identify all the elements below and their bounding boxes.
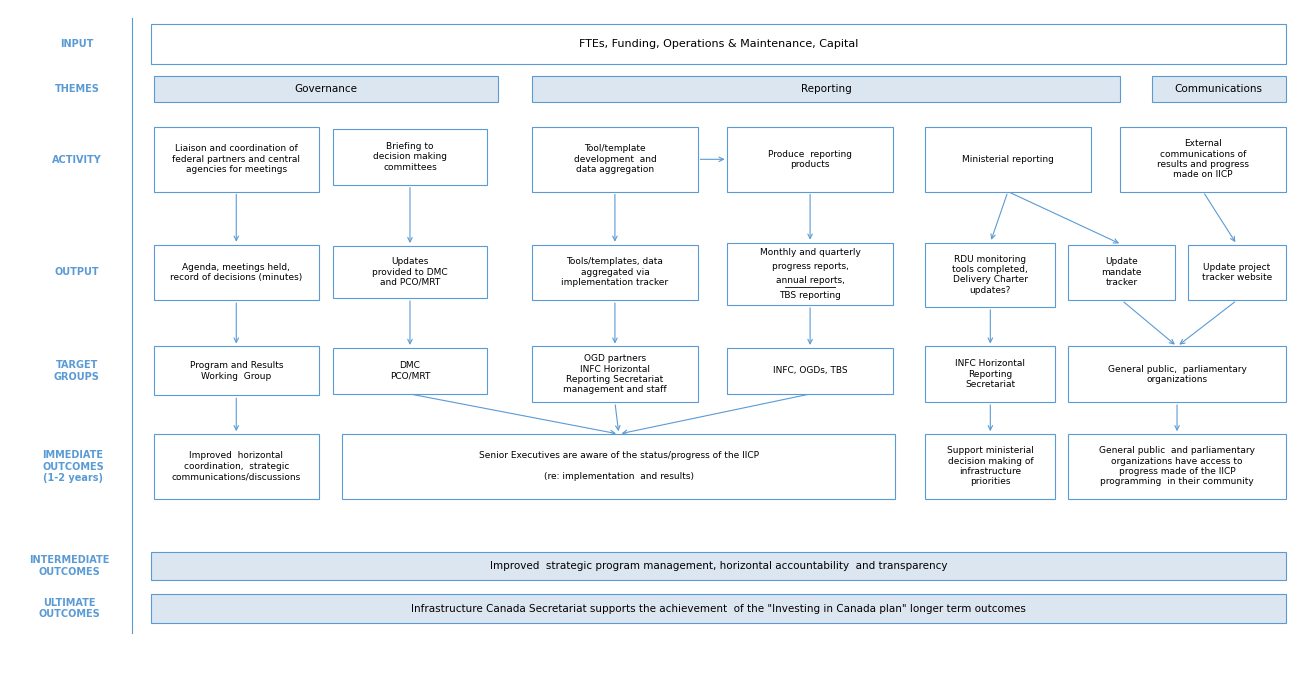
- Text: Improved  strategic program management, horizontal accountability  and transpare: Improved strategic program management, h…: [489, 561, 947, 571]
- Text: INTERMEDIATE
OUTCOMES: INTERMEDIATE OUTCOMES: [29, 555, 110, 576]
- Text: THEMES: THEMES: [55, 84, 99, 94]
- Text: Governance: Governance: [295, 84, 357, 94]
- FancyBboxPatch shape: [532, 346, 698, 402]
- Text: Updates
provided to DMC
and PCO/MRT: Updates provided to DMC and PCO/MRT: [372, 257, 447, 287]
- FancyBboxPatch shape: [154, 76, 498, 102]
- Text: FTEs, Funding, Operations & Maintenance, Capital: FTEs, Funding, Operations & Maintenance,…: [579, 39, 858, 49]
- Text: Update
mandate
tracker: Update mandate tracker: [1102, 258, 1142, 287]
- Text: Produce  reporting
products: Produce reporting products: [768, 149, 852, 169]
- Text: Communications: Communications: [1175, 84, 1262, 94]
- FancyBboxPatch shape: [926, 434, 1055, 499]
- FancyBboxPatch shape: [334, 129, 486, 185]
- FancyBboxPatch shape: [926, 243, 1055, 307]
- Text: ACTIVITY: ACTIVITY: [52, 155, 102, 164]
- Text: TARGET
GROUPS: TARGET GROUPS: [53, 360, 100, 382]
- Text: ULTIMATE
OUTCOMES: ULTIMATE OUTCOMES: [38, 598, 100, 619]
- FancyBboxPatch shape: [1068, 346, 1286, 402]
- Text: Program and Results
Working  Group: Program and Results Working Group: [189, 361, 283, 381]
- Text: RDU monitoring
tools completed,
Delivery Charter
updates?: RDU monitoring tools completed, Delivery…: [952, 254, 1028, 295]
- Text: General public,  parliamentary
organizations: General public, parliamentary organizati…: [1107, 365, 1247, 384]
- FancyBboxPatch shape: [343, 434, 896, 499]
- FancyBboxPatch shape: [926, 127, 1090, 192]
- FancyBboxPatch shape: [154, 245, 319, 300]
- Text: Liaison and coordination of
federal partners and central
agencies for meetings: Liaison and coordination of federal part…: [172, 145, 300, 174]
- FancyBboxPatch shape: [728, 127, 893, 192]
- Text: INFC Horizontal
Reporting
Secretariat: INFC Horizontal Reporting Secretariat: [956, 359, 1025, 389]
- Text: progress reports,: progress reports,: [772, 262, 849, 271]
- Text: IMMEDIATE
OUTCOMES
(1-2 years): IMMEDIATE OUTCOMES (1-2 years): [42, 450, 104, 484]
- Text: Tools/templates, data
aggregated via
implementation tracker: Tools/templates, data aggregated via imp…: [561, 258, 669, 287]
- Text: OGD partners
INFC Horizontal
Reporting Secretariat
management and staff: OGD partners INFC Horizontal Reporting S…: [563, 354, 666, 394]
- Text: Update project
tracker website: Update project tracker website: [1202, 263, 1271, 282]
- FancyBboxPatch shape: [1120, 127, 1286, 192]
- Text: Infrastructure Canada Secretariat supports the achievement  of the "Investing in: Infrastructure Canada Secretariat suppor…: [411, 604, 1026, 614]
- FancyBboxPatch shape: [532, 245, 698, 300]
- FancyBboxPatch shape: [151, 25, 1286, 64]
- Text: INPUT: INPUT: [60, 39, 94, 49]
- Text: Agenda, meetings held,
record of decisions (minutes): Agenda, meetings held, record of decisio…: [170, 263, 303, 282]
- FancyBboxPatch shape: [1151, 76, 1286, 102]
- Text: Senior Executives are aware of the status/progress of the IICP

(re: implementat: Senior Executives are aware of the statu…: [479, 451, 759, 481]
- FancyBboxPatch shape: [154, 346, 319, 396]
- FancyBboxPatch shape: [151, 594, 1286, 623]
- Text: Monthly and quarterly: Monthly and quarterly: [760, 248, 861, 257]
- Text: annual reports,: annual reports,: [776, 276, 845, 285]
- Text: Support ministerial
decision making of
infrastructure
priorities: Support ministerial decision making of i…: [947, 446, 1034, 486]
- Text: Reporting: Reporting: [801, 84, 852, 94]
- Text: General public  and parliamentary
organizations have access to
progress made of : General public and parliamentary organiz…: [1099, 446, 1254, 486]
- FancyBboxPatch shape: [334, 348, 486, 394]
- Text: Improved  horizontal
coordination,  strategic
communications/discussions: Improved horizontal coordination, strate…: [172, 451, 301, 481]
- FancyBboxPatch shape: [154, 434, 319, 499]
- FancyBboxPatch shape: [151, 552, 1286, 580]
- Text: Briefing to
decision making
committees: Briefing to decision making committees: [373, 142, 447, 172]
- FancyBboxPatch shape: [334, 246, 486, 298]
- Text: INFC, OGDs, TBS: INFC, OGDs, TBS: [773, 366, 848, 375]
- FancyBboxPatch shape: [1068, 245, 1175, 300]
- FancyBboxPatch shape: [728, 348, 893, 394]
- Text: External
communications of
results and progress
made on IICP: External communications of results and p…: [1157, 139, 1249, 179]
- Text: Tool/template
development  and
data aggregation: Tool/template development and data aggre…: [574, 145, 656, 174]
- FancyBboxPatch shape: [926, 346, 1055, 402]
- Text: TBS reporting: TBS reporting: [780, 291, 841, 299]
- Text: OUTPUT: OUTPUT: [55, 267, 99, 278]
- FancyBboxPatch shape: [1188, 245, 1286, 300]
- FancyBboxPatch shape: [532, 76, 1120, 102]
- FancyBboxPatch shape: [154, 127, 319, 192]
- FancyBboxPatch shape: [532, 127, 698, 192]
- FancyBboxPatch shape: [728, 243, 893, 305]
- Text: DMC
PCO/MRT: DMC PCO/MRT: [390, 361, 430, 381]
- Text: Ministerial reporting: Ministerial reporting: [962, 155, 1054, 164]
- FancyBboxPatch shape: [1068, 434, 1286, 499]
